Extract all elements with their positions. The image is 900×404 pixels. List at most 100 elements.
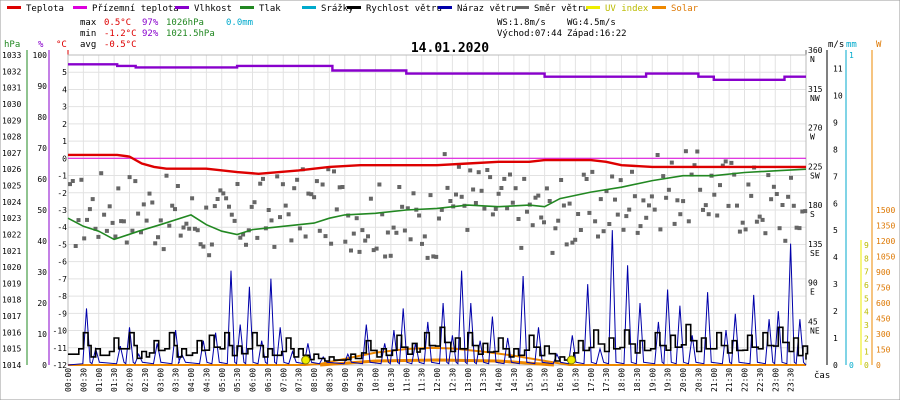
direction-tick-label: 360 <box>808 46 823 55</box>
x-tick-label: 11:00 <box>402 368 411 392</box>
stat-max-label: max <box>80 18 97 28</box>
percent-tick-label: 20 <box>37 299 47 308</box>
wind-direction-point <box>320 182 325 187</box>
uv-point <box>566 355 576 365</box>
x-tick-label: 00:00 <box>64 368 73 392</box>
wind-direction-point <box>391 225 396 230</box>
wind-direction-point <box>334 207 339 212</box>
wind-direction-point <box>266 208 271 212</box>
wind-direction-point <box>175 184 180 188</box>
wind-direction-point <box>173 207 177 212</box>
legend-label: Vlhkost <box>194 4 232 14</box>
wind-direction-point <box>411 191 416 196</box>
wind-direction-point <box>209 242 214 247</box>
wind-direction-point <box>658 227 663 232</box>
wind-direction-point <box>119 219 124 224</box>
legend-label: Rychlost větru <box>366 4 442 14</box>
wind-direction-point <box>587 210 592 215</box>
wind-direction-point <box>255 235 260 240</box>
wind-direction-point <box>661 174 666 179</box>
wind-direction-point <box>192 226 197 231</box>
wind-direction-point <box>402 228 407 233</box>
wind-direction-point <box>278 215 282 220</box>
celsius-tick-label: 0 <box>62 154 67 163</box>
wind-direction-point <box>82 236 87 241</box>
x-tick-label: 03:00 <box>156 368 165 392</box>
wind-direction-point <box>127 175 132 180</box>
direction-tick-label: 45 <box>808 317 818 326</box>
wind-direction-point <box>459 194 464 199</box>
wind-direction-point <box>249 204 254 209</box>
wind-direction-point <box>314 179 319 184</box>
stat-sunset: Západ:16:22 <box>567 29 627 39</box>
solar-base-line <box>319 358 555 367</box>
wind-speed-line <box>68 323 809 362</box>
ms-tick-label: 0 <box>833 361 838 370</box>
wind-direction-point <box>482 206 487 211</box>
x-tick-label: 18:00 <box>618 368 627 392</box>
wind-direction-point <box>488 175 493 180</box>
wind-direction-point <box>156 235 160 240</box>
wind-direction-point <box>73 244 78 248</box>
wind-direction-point <box>632 194 637 199</box>
wind-direction-point <box>90 197 95 202</box>
wind-direction-point <box>581 172 586 177</box>
wind-direction-point <box>553 226 558 231</box>
stat-min-temp: -1.2°C <box>104 29 137 39</box>
wind-direction-point <box>349 248 353 253</box>
wind-direction-point <box>326 167 331 172</box>
wind-direction-point <box>737 229 742 234</box>
wind-direction-point <box>76 218 81 223</box>
celsius-unit: °C <box>56 40 67 50</box>
wind-direction-point <box>187 226 192 231</box>
wind-direction-point <box>465 227 470 232</box>
wind-direction-point <box>607 222 612 226</box>
wind-direction-point <box>652 207 657 212</box>
x-tick-label: 10:30 <box>387 368 396 392</box>
wind-direction-point <box>408 237 413 242</box>
x-tick-label: 19:30 <box>664 368 673 392</box>
wind-direction-point <box>289 238 294 243</box>
wind-direction-point <box>295 177 300 182</box>
wind-direction-point <box>794 225 799 230</box>
legend-swatch <box>240 6 254 9</box>
direction-tick-name: NE <box>810 326 820 335</box>
stat-sunrise: Východ:07:44 <box>497 29 562 39</box>
wind-direction-point <box>701 207 705 212</box>
legend-label: UV index <box>605 4 649 14</box>
uv-point <box>301 355 311 365</box>
hpa-tick-label: 1019 <box>2 279 21 288</box>
legend-label: Směr větru <box>534 4 588 14</box>
wind-direction-point <box>215 197 220 201</box>
wind-direction-point <box>627 207 632 212</box>
celsius-tick-label: -5 <box>57 240 67 249</box>
percent-tick-label: 10 <box>37 330 47 339</box>
mm-tick-label: 1 <box>849 51 854 60</box>
x-axis-label: čas <box>814 370 830 381</box>
x-tick-label: 22:30 <box>756 368 765 392</box>
wind-direction-point <box>706 212 711 217</box>
wm2-tick-label: 0 <box>876 361 881 370</box>
percent-tick-label: 80 <box>37 113 47 122</box>
stat-gust: WG:4.5m/s <box>567 18 616 28</box>
x-tick-label: 20:00 <box>679 368 688 392</box>
wm2-tick-label: 750 <box>876 284 891 293</box>
wind-direction-point <box>456 164 461 169</box>
wind-direction-point <box>635 230 640 235</box>
wind-direction-point <box>692 163 697 168</box>
wind-direction-point <box>655 153 660 157</box>
wind-direction-point <box>241 232 246 237</box>
wind-direction-point <box>442 152 447 157</box>
wind-direction-point <box>698 187 703 192</box>
wind-direction-point <box>96 234 101 239</box>
axes: 00:00 00:30 01:00 01:30 02:00 02:30 03:00 03:30… <box>2 40 895 392</box>
wind-direction-point <box>468 168 473 173</box>
ms-tick-label: 8 <box>833 145 838 154</box>
wind-direction-point <box>283 203 288 208</box>
celsius-tick-label: 1 <box>62 137 67 146</box>
direction-tick-name: SE <box>810 249 820 258</box>
wm2-tick-label: 1500 <box>876 206 895 215</box>
wind-direction-point <box>79 177 84 182</box>
hpa-tick-label: 1027 <box>2 149 21 158</box>
wind-direction-point <box>490 212 495 217</box>
